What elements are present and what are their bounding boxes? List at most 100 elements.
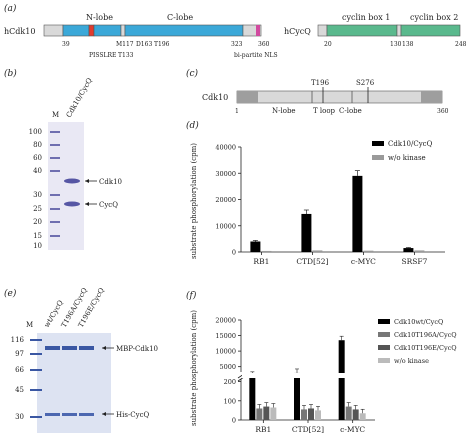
pisslre-label: PISSLRE: [89, 52, 116, 59]
schematic-c-term: [421, 91, 442, 103]
t133-label: T133: [118, 52, 134, 59]
chart-d: 0 10000 20000 30000 40000 RB1 CTD[52] c-MYC SRSF…: [215, 144, 445, 266]
f-bar: [338, 340, 345, 420]
schematic-end: 360: [437, 108, 449, 115]
cycq-linker: [396, 24, 402, 37]
legend-f-swatch-2: [378, 332, 390, 337]
f-ytick-label: 100: [224, 397, 236, 405]
marker-10: 10: [33, 242, 42, 250]
his-cycq-bands: [45, 413, 94, 416]
e-marker-97: 97: [15, 350, 24, 358]
d-bar: [414, 250, 425, 252]
f-ytick-label: 200: [224, 378, 236, 386]
e-marker-45: 45: [15, 386, 24, 394]
cyclin-box-1: [326, 24, 398, 37]
nlobe-label: N-lobe: [86, 13, 113, 22]
legend-f-swatch-3: [378, 345, 390, 350]
tick-360: 360: [258, 41, 270, 48]
marker-labels-e: 116 97 66 45 30: [11, 336, 25, 421]
band-mbp-cdk10-label: MBP-Cdk10: [116, 345, 158, 353]
d-bar: [261, 250, 272, 252]
f-ytick-label: 10000: [215, 348, 236, 356]
panel-d-label: (d): [186, 120, 199, 131]
legend-f-label-4: w/o kinase: [394, 357, 429, 365]
lane-e-m: M: [26, 321, 33, 329]
d-ytick-label: 30000: [215, 170, 236, 178]
schematic-start: 1: [235, 108, 239, 115]
cdk10-name: hCdk10: [4, 27, 35, 36]
marker-60: 60: [33, 154, 42, 162]
s276-label: S276: [356, 79, 375, 87]
band-his-cycq-label: His-CycQ: [116, 411, 150, 419]
cycq-band: [64, 201, 80, 207]
marker-100: 100: [29, 128, 42, 136]
gel-b: [48, 122, 84, 250]
panel-e-label: (e): [4, 288, 17, 299]
f-ytick-label: 15000: [215, 332, 236, 340]
cdk10-schematic-bar: [236, 90, 443, 104]
legend-d-swatch-2: [372, 155, 384, 160]
f-bar: [308, 408, 314, 420]
d-ytick-label: 40000: [215, 144, 236, 152]
nls-label: bi-partite NLS: [234, 52, 278, 59]
cycq-tick-138: 138: [402, 41, 414, 48]
cycq-tick-130: 130: [390, 41, 402, 48]
cdk10-cterm: [242, 24, 262, 37]
tick-323: 323: [231, 41, 243, 48]
legend-f: Cdk10wt/CycQ Cdk10T196A/CycQ Cdk10T196E/…: [378, 318, 457, 365]
cycq-tick-248: 248: [455, 41, 467, 48]
pisslre-motif: [88, 24, 95, 37]
tick-t196: T196: [154, 41, 170, 48]
cycq-nterm: [317, 24, 328, 37]
legend-d: Cdk10/CycQ w/o kinase: [372, 140, 433, 162]
f-ytick-label: 20000: [215, 317, 236, 325]
t196-label: T196: [311, 79, 330, 87]
f-ytick-label: 0: [232, 417, 236, 425]
f-bar: [263, 406, 270, 420]
schematic-nlobe: N-lobe: [272, 107, 296, 115]
ladder-bands-e: [30, 339, 42, 418]
f-bar: [359, 413, 366, 420]
tick-39: 39: [62, 41, 70, 48]
schematic-n-term: [237, 91, 258, 103]
marker-20: 20: [33, 218, 42, 226]
legend-d-label-2: w/o kinase: [388, 154, 426, 162]
f-xtick-label: c-MYC: [340, 425, 365, 434]
d-xtick-label: CTD[52]: [296, 257, 328, 266]
legend-f-swatch-1: [378, 319, 390, 324]
legend-f-swatch-4: [378, 358, 390, 363]
schematic-tloop: T loop: [313, 107, 336, 115]
marker-15: 15: [33, 232, 42, 240]
cyclin-box-2: [400, 24, 461, 37]
panel-f-label: (f): [186, 290, 197, 301]
d-xtick-label: SRSF7: [401, 257, 427, 266]
band-cycq-label: CycQ: [99, 201, 118, 209]
tick-m117: M117: [116, 41, 134, 48]
cdk10-schematic-name: Cdk10: [202, 93, 228, 102]
f-bar: [301, 409, 307, 420]
f-bar: [345, 406, 352, 420]
d-bar: [363, 250, 374, 252]
panel-c-label: (c): [186, 68, 199, 79]
d-bar: [352, 175, 363, 252]
panel-a-label: (a): [4, 3, 17, 14]
d-bar: [250, 241, 261, 252]
box1-label: cyclin box 1: [342, 13, 390, 22]
d-ylabel: substrate phosphorylation (cpm): [190, 143, 198, 259]
d-ytick-label: 20000: [215, 196, 236, 204]
legend-f-label-3: Cdk10T196E/CycQ: [394, 344, 457, 352]
d-xtick-label: RB1: [253, 257, 269, 266]
cdk10-nlobe-domain-2: [93, 24, 122, 37]
box2-label: cyclin box 2: [410, 13, 458, 22]
e-marker-116: 116: [11, 336, 25, 344]
mbp-cdk10-bands: [45, 346, 94, 350]
d-ytick-label: 0: [232, 249, 236, 257]
f-xtick-label: RB1: [255, 425, 271, 434]
marker-40: 40: [33, 167, 42, 175]
f-bar: [270, 407, 277, 420]
lane-cdk10-cycq: Cdk10/CycQ: [65, 76, 94, 119]
e-marker-30: 30: [15, 413, 24, 421]
e-marker-66: 66: [15, 366, 24, 374]
chart-f: 0 100 200 5000 10000 15000 20000 RB1 CTD[52] c-MY…: [215, 317, 376, 434]
f-bar: [315, 410, 321, 420]
